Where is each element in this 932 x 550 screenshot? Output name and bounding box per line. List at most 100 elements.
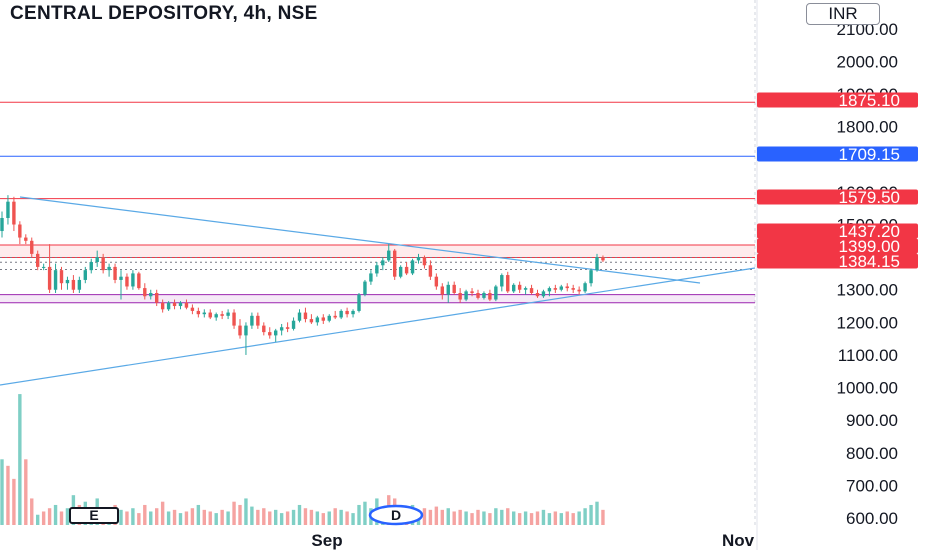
price-tag: 1579.50: [757, 188, 918, 207]
volume-bar: [512, 511, 515, 525]
candle: [530, 285, 533, 295]
volume-bar: [179, 513, 182, 525]
volume-bar: [215, 513, 218, 525]
candle: [334, 311, 337, 319]
earnings-marker-label: E: [89, 507, 98, 523]
candle: [54, 264, 57, 293]
volume-bar: [583, 508, 586, 525]
volume-bar: [226, 511, 229, 525]
volume-bar: [155, 508, 158, 525]
candle: [345, 308, 348, 318]
volume-bar: [250, 507, 253, 525]
price-tag: 1709.15: [757, 145, 918, 164]
volume-bar: [18, 394, 21, 525]
candle: [298, 309, 301, 322]
candle: [453, 282, 456, 295]
candle: [566, 283, 569, 291]
volume-bar: [30, 498, 33, 525]
candle: [0, 211, 3, 237]
earnings-marker[interactable]: E: [70, 507, 118, 523]
volume-bar: [54, 505, 57, 525]
volume-bar: [209, 511, 212, 525]
candle: [304, 308, 307, 323]
volume-bar: [203, 510, 206, 525]
volume-bar: [328, 511, 331, 525]
volume-bar: [429, 510, 432, 525]
volume-bar: [262, 508, 265, 525]
volume-bar: [441, 510, 444, 525]
y-tick-label: 1800.00: [837, 118, 898, 137]
volume-bar: [464, 511, 467, 525]
volume-bar: [66, 508, 69, 525]
currency-button[interactable]: INR: [806, 3, 880, 25]
volume-bar: [0, 459, 3, 525]
volume-bar: [506, 508, 509, 525]
candle: [78, 277, 81, 293]
y-tick-label: 600.00: [846, 509, 898, 528]
candle: [220, 311, 223, 319]
volume-bar: [542, 510, 545, 525]
candle: [274, 329, 277, 342]
volume-bar: [334, 508, 337, 525]
candle: [512, 283, 515, 293]
candle: [238, 319, 241, 339]
volume-bar: [36, 515, 39, 525]
volume-bar: [322, 513, 325, 525]
candle: [215, 313, 218, 321]
candle: [66, 277, 69, 290]
candle: [310, 314, 313, 324]
candle: [280, 324, 283, 335]
candle: [369, 270, 372, 285]
volume-bar: [238, 505, 241, 525]
volume-bar: [191, 508, 194, 525]
candle: [393, 249, 396, 280]
volume-bar: [143, 505, 146, 525]
lower-trendline: [0, 268, 755, 385]
candle: [262, 322, 265, 335]
candle: [351, 309, 354, 317]
dividend-marker-label: D: [391, 507, 401, 523]
volume-bar: [24, 459, 27, 525]
candle: [554, 285, 557, 293]
candle: [316, 316, 319, 326]
chart-title: CENTRAL DEPOSITORY, 4h, NSE: [10, 3, 318, 25]
candle: [464, 290, 467, 301]
price-zones: [0, 245, 755, 303]
candle: [137, 272, 140, 290]
candle: [357, 293, 360, 313]
dividend-marker[interactable]: D: [370, 506, 422, 524]
volume-bar: [447, 508, 450, 525]
candle: [518, 282, 521, 293]
candle: [6, 195, 9, 224]
volume-bar: [339, 510, 342, 525]
volume-bar: [595, 502, 598, 525]
candle: [560, 285, 563, 292]
candle: [42, 264, 45, 271]
volume-bar: [280, 513, 283, 525]
candle: [107, 264, 110, 277]
candle: [328, 314, 331, 322]
candle: [524, 286, 527, 294]
candle: [197, 308, 200, 318]
volume-bar: [161, 502, 164, 525]
volume-bar: [536, 511, 539, 525]
volume-bar: [173, 510, 176, 525]
volume-bar: [185, 511, 188, 525]
candle: [203, 309, 206, 317]
candle: [494, 285, 497, 301]
candle: [125, 273, 128, 289]
volume-bar: [60, 511, 63, 525]
candle: [232, 309, 235, 329]
candle: [155, 290, 158, 306]
volume-bar: [572, 513, 575, 525]
volume-bar: [345, 511, 348, 525]
candle: [381, 257, 384, 270]
x-tick-label-nov: Nov: [722, 531, 755, 550]
candle: [363, 280, 366, 296]
candle: [375, 262, 378, 277]
time-axis[interactable]: Sep Nov: [311, 531, 754, 550]
volume-bar: [548, 513, 551, 525]
candle: [226, 309, 229, 319]
volume-bar: [304, 508, 307, 525]
